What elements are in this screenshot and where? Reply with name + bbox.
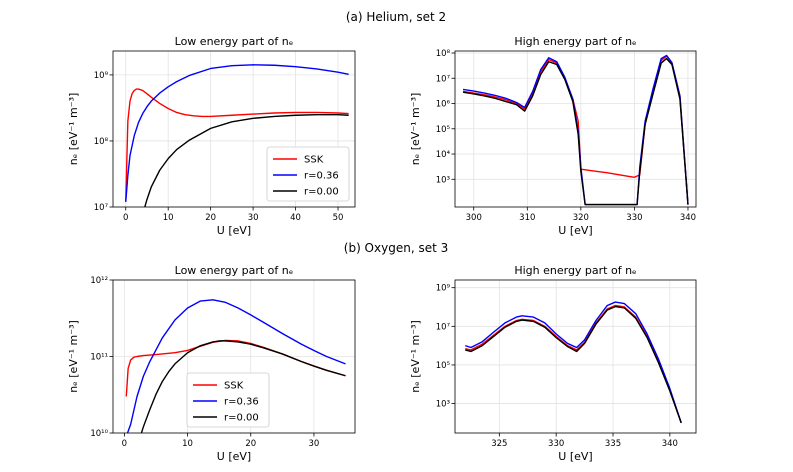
- x-tick-label: 340: [680, 213, 696, 223]
- chart-title: Low energy part of nₑ: [175, 264, 294, 277]
- x-tick-label: 330: [626, 213, 642, 223]
- x-axis-label: U [eV]: [217, 224, 251, 237]
- x-tick-label: 325: [491, 439, 507, 449]
- plot-frame: [112, 50, 356, 208]
- y-tick-label: 10⁹: [94, 71, 109, 81]
- x-axis-label: U [eV]: [558, 224, 592, 237]
- series-line-ssk: [125, 88, 349, 202]
- series-group: [125, 299, 346, 433]
- suptitle-helium: (a) Helium, set 2: [346, 10, 446, 24]
- y-tick-label: 10⁴: [436, 150, 451, 160]
- y-tick-label: 10⁶: [436, 100, 451, 110]
- y-tick-label: 10⁸: [94, 137, 109, 147]
- y-tick-label: 10⁷: [94, 203, 109, 213]
- legend-label: r=0.00: [224, 413, 259, 424]
- series-line-r-0-36: [465, 301, 682, 424]
- plot-frame: [454, 279, 697, 434]
- series-line-r-0-00: [140, 340, 346, 433]
- chart-title: High energy part of nₑ: [514, 35, 636, 48]
- legend-label: r=0.00: [304, 187, 339, 198]
- y-tick-label: 10¹¹: [90, 353, 108, 363]
- x-tick-label: 20: [245, 439, 256, 449]
- legend-label: r=0.36: [224, 397, 259, 408]
- x-tick-label: 40: [290, 213, 301, 223]
- y-tick-label: 10¹⁰: [90, 429, 108, 439]
- x-tick-label: 340: [662, 439, 678, 449]
- legend-box: [266, 146, 350, 202]
- y-tick-label: 10⁷: [436, 74, 451, 84]
- x-tick-label: 20: [205, 213, 216, 223]
- chart-panel-1: 0 10 20 30 40 50 10⁷ 10⁸ 10⁹ Low energy part of n…: [67, 35, 356, 237]
- x-tick-label: 10: [163, 213, 174, 223]
- x-tick-label: 320: [573, 213, 589, 223]
- x-tick-label: 30: [309, 439, 320, 449]
- chart-panel-4: 325 330 335 340 10³ 10⁵ 10⁷ 10⁹ High energy part…: [409, 264, 697, 463]
- series-group: [462, 54, 689, 206]
- x-tick-label: 300: [466, 213, 482, 223]
- y-tick-label: 10⁵: [436, 361, 450, 371]
- series-line-r-0-36: [125, 64, 349, 202]
- x-tick-label: 310: [519, 213, 535, 223]
- series-line-r-0-00: [144, 113, 349, 207]
- x-tick-label: 50: [333, 213, 344, 223]
- x-tick-label: 335: [605, 439, 621, 449]
- y-tick-label: 10⁸: [436, 49, 451, 59]
- series-line-r-0-36: [462, 54, 689, 206]
- x-axis-label: U [eV]: [217, 450, 251, 463]
- legend-label: SSK: [224, 381, 244, 392]
- y-axis-label: nₑ [eV⁻¹ m⁻³]: [409, 320, 422, 393]
- chart-panel-2: 300 310 320 330 340 10³ 10⁴ 10⁵ 10⁶ 10⁷ 10⁸ High en…: [409, 35, 697, 237]
- legend: SSK r=0.36 r=0.00: [186, 372, 270, 428]
- y-tick-label: 10⁷: [436, 322, 451, 332]
- chart-title: High energy part of nₑ: [514, 264, 636, 277]
- x-tick-label: 0: [123, 213, 128, 223]
- y-axis-label: nₑ [eV⁻¹ m⁻³]: [67, 93, 80, 166]
- series-line-r-0-00: [465, 305, 682, 424]
- y-tick-label: 10⁵: [436, 125, 450, 135]
- y-tick-label: 10³: [436, 175, 450, 185]
- legend: SSK r=0.36 r=0.00: [266, 146, 350, 202]
- legend-label: SSK: [304, 155, 324, 166]
- legend-box: [186, 372, 270, 428]
- series-group: [465, 301, 682, 424]
- chart-title: Low energy part of nₑ: [175, 35, 294, 48]
- chart-panel-3: 0 10 20 30 10¹⁰ 10¹¹ 10¹² Low energy part of nₑ…: [67, 264, 356, 463]
- y-tick-label: 10⁹: [436, 284, 451, 294]
- x-tick-label: 10: [182, 439, 193, 449]
- y-tick-label: 10³: [436, 400, 450, 410]
- suptitle-oxygen: (b) Oxygen, set 3: [344, 241, 448, 255]
- y-tick-label: 10¹²: [90, 276, 108, 286]
- x-tick-label: 330: [548, 439, 564, 449]
- series-line-r-0-36: [126, 299, 346, 433]
- x-axis-label: U [eV]: [558, 450, 592, 463]
- series-group: [125, 64, 349, 207]
- x-tick-label: 0: [122, 439, 127, 449]
- x-tick-label: 30: [248, 213, 259, 223]
- y-axis-label: nₑ [eV⁻¹ m⁻³]: [67, 320, 80, 393]
- y-axis-label: nₑ [eV⁻¹ m⁻³]: [409, 93, 422, 166]
- legend-label: r=0.36: [304, 171, 339, 182]
- series-line-r-0-00: [462, 57, 689, 206]
